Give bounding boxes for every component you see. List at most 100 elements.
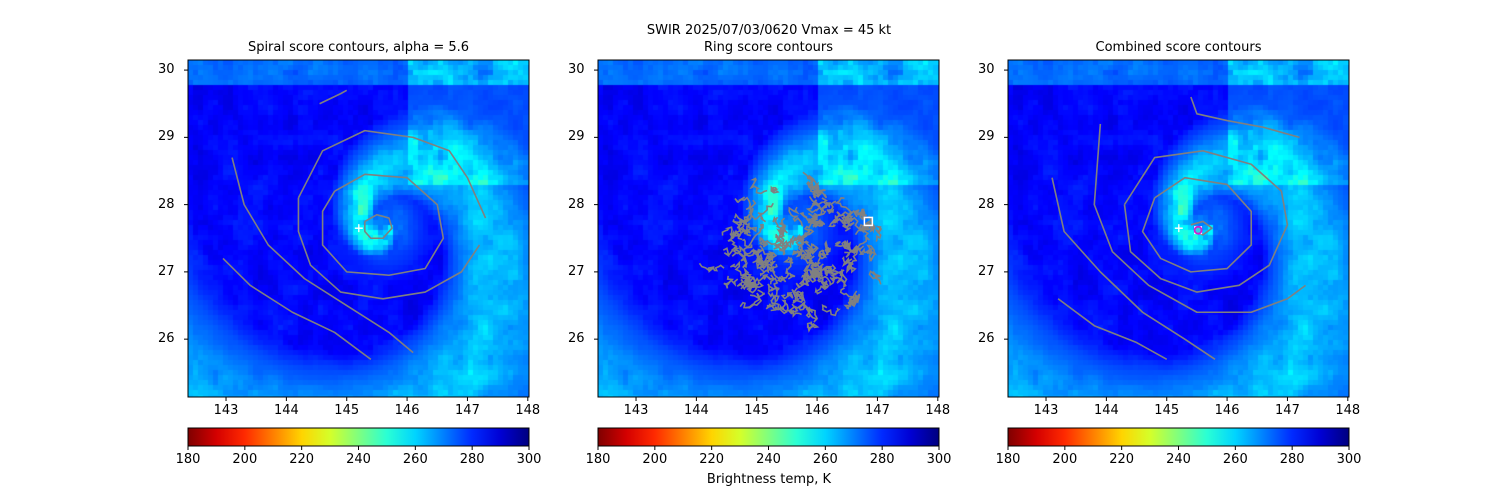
colorbar-tick-label: 260 bbox=[402, 452, 428, 467]
ring-contour bbox=[793, 287, 805, 303]
ring-contour bbox=[748, 280, 764, 294]
panel-title: Ring score contours bbox=[703, 40, 834, 55]
ring-contour bbox=[807, 195, 823, 224]
ring-contour bbox=[758, 263, 775, 272]
ring-contour bbox=[744, 226, 758, 237]
ring-contour bbox=[804, 252, 822, 271]
ring-contour bbox=[801, 302, 812, 319]
x-tick-label: 143 bbox=[623, 403, 649, 418]
ring-contour bbox=[868, 270, 882, 285]
x-tick-label: 148 bbox=[515, 403, 541, 418]
ring-contour bbox=[732, 212, 745, 229]
colorbar-tick-label: 180 bbox=[175, 452, 201, 467]
colorbar-tick-label: 180 bbox=[995, 452, 1021, 467]
ring-contour bbox=[775, 233, 785, 248]
colorbar-tick-label: 220 bbox=[289, 452, 315, 467]
ring-contour bbox=[799, 228, 815, 243]
y-tick-label: 29 bbox=[158, 129, 175, 145]
ring-contour bbox=[834, 211, 842, 224]
x-tick-label: 146 bbox=[1214, 403, 1240, 418]
ring-contour bbox=[732, 216, 750, 229]
ring-contour bbox=[800, 244, 819, 260]
colorbar-tick-label: 280 bbox=[869, 452, 895, 467]
contour-line bbox=[1123, 150, 1289, 293]
contour-line bbox=[1141, 176, 1253, 273]
ring-contour bbox=[814, 280, 829, 295]
ring-contour bbox=[773, 244, 786, 256]
ring-contour bbox=[721, 226, 737, 242]
contour-line bbox=[1190, 96, 1300, 139]
x-tick-label: 146 bbox=[394, 403, 420, 418]
contour-line bbox=[321, 173, 445, 277]
ring-contour bbox=[858, 223, 875, 234]
ring-contour bbox=[734, 245, 749, 259]
ring-contour bbox=[773, 284, 780, 304]
y-tick-label: 27 bbox=[978, 263, 995, 279]
contour-line bbox=[297, 197, 481, 300]
axes-frame bbox=[1007, 59, 1350, 398]
colorbar-tick-label: 240 bbox=[756, 452, 781, 467]
center-plus-marker bbox=[354, 224, 363, 233]
ring-contour bbox=[739, 272, 753, 284]
colorbar-tick-label: 180 bbox=[585, 452, 611, 467]
ring-contour bbox=[840, 215, 851, 232]
ring-contour bbox=[740, 249, 754, 269]
colorbar-tick-label: 280 bbox=[1279, 452, 1305, 467]
ring-contour bbox=[729, 260, 750, 277]
ring-contour bbox=[757, 202, 774, 223]
ring-contour bbox=[793, 290, 806, 303]
ring-contour bbox=[801, 272, 809, 280]
colorbar-tick-label: 240 bbox=[1166, 452, 1191, 467]
colorbar-tick-label: 200 bbox=[1052, 452, 1078, 467]
contour-line bbox=[364, 213, 393, 240]
x-tick-label: 144 bbox=[683, 403, 709, 418]
ring-contour bbox=[807, 174, 819, 188]
panel-title: Spiral score contours, alpha = 5.6 bbox=[247, 40, 470, 55]
x-tick-label: 147 bbox=[1275, 403, 1300, 418]
ring-contour bbox=[804, 252, 817, 267]
x-tick-label: 146 bbox=[804, 403, 830, 418]
ring-contour bbox=[818, 249, 828, 260]
suptitle: SWIR 2025/07/03/0620 Vmax = 45 kt bbox=[646, 23, 892, 38]
colorbar-tick-label: 220 bbox=[1109, 452, 1135, 467]
ring-contour bbox=[780, 292, 794, 300]
colorbar-tick-label: 260 bbox=[1222, 452, 1248, 467]
contour-line bbox=[231, 157, 414, 354]
x-tick-label: 143 bbox=[213, 403, 239, 418]
y-tick-label: 27 bbox=[158, 263, 175, 279]
ring-contour bbox=[834, 197, 853, 219]
colorbar-tick-label: 220 bbox=[699, 452, 725, 467]
ring-contour bbox=[786, 235, 795, 249]
colorbar bbox=[1007, 427, 1350, 447]
ring-contour bbox=[774, 299, 789, 313]
ring-contour bbox=[786, 305, 802, 318]
ring-contour bbox=[765, 303, 777, 312]
ring-contour bbox=[767, 291, 788, 315]
contour-line bbox=[1051, 177, 1216, 360]
ring-contour bbox=[792, 243, 808, 257]
ring-contour bbox=[772, 215, 787, 235]
center-plus-marker bbox=[1174, 224, 1183, 233]
ring-contour bbox=[738, 224, 751, 235]
ring-contour bbox=[752, 248, 764, 258]
ring-contour bbox=[752, 249, 765, 265]
y-tick-label: 26 bbox=[568, 331, 585, 347]
contour-line bbox=[319, 89, 348, 105]
ring-contour bbox=[875, 225, 883, 242]
ring-contour bbox=[767, 277, 779, 293]
ring-contour bbox=[820, 197, 832, 210]
colorbar-tick-label: 300 bbox=[516, 452, 542, 467]
y-tick-label: 29 bbox=[978, 129, 995, 145]
y-tick-label: 28 bbox=[568, 196, 585, 212]
ring-contour bbox=[698, 262, 725, 273]
ring-contour bbox=[806, 321, 820, 333]
colorbar-tick-label: 280 bbox=[459, 452, 485, 467]
x-tick-label: 145 bbox=[334, 403, 360, 418]
panel-title: Combined score contours bbox=[1095, 40, 1262, 55]
x-tick-label: 148 bbox=[1335, 403, 1361, 418]
ring-contour bbox=[839, 287, 860, 304]
ring-contour bbox=[821, 303, 841, 317]
